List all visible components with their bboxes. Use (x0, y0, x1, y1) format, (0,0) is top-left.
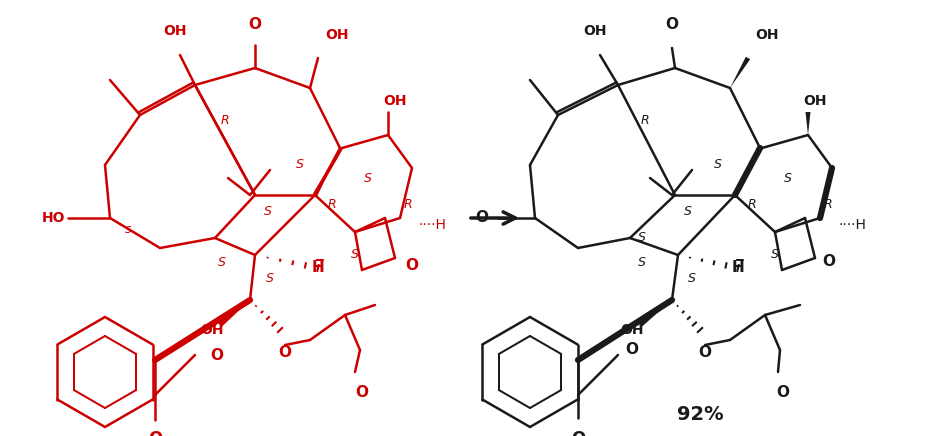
Polygon shape (730, 57, 750, 88)
Text: O: O (278, 345, 291, 360)
Text: S: S (771, 249, 779, 262)
Text: R: R (404, 198, 412, 211)
Polygon shape (219, 300, 250, 327)
Text: O: O (666, 17, 679, 32)
Text: H̅: H̅ (312, 260, 324, 276)
Text: O: O (776, 385, 789, 400)
Text: ····H: ····H (838, 218, 866, 232)
Text: S: S (684, 205, 692, 218)
Text: R: R (328, 198, 336, 211)
Text: S: S (714, 159, 722, 171)
Text: S: S (296, 159, 304, 171)
Text: OH: OH (163, 24, 187, 38)
Text: H̅: H̅ (732, 260, 745, 276)
Text: O: O (356, 385, 369, 400)
Text: S: S (638, 232, 646, 245)
Text: S: S (218, 255, 226, 269)
Text: O: O (249, 17, 262, 32)
Text: O: O (210, 347, 223, 362)
Text: S: S (638, 255, 646, 269)
Text: S: S (264, 205, 272, 218)
Text: O: O (405, 258, 418, 272)
Text: OH: OH (200, 323, 223, 337)
Text: O: O (698, 345, 711, 360)
Polygon shape (313, 148, 340, 196)
Text: R: R (221, 113, 229, 126)
Text: HO: HO (42, 211, 65, 225)
Text: OH: OH (620, 323, 643, 337)
Text: OH: OH (384, 94, 407, 108)
Text: S: S (364, 171, 372, 184)
Text: R: R (641, 113, 649, 126)
Polygon shape (805, 112, 811, 135)
Text: O: O (625, 343, 638, 358)
Text: R: R (824, 198, 832, 211)
Text: S: S (266, 272, 274, 285)
Text: OH: OH (803, 94, 827, 108)
Text: OH: OH (583, 24, 607, 38)
Text: S: S (784, 171, 792, 184)
Text: O: O (148, 430, 162, 436)
Text: ····H: ····H (418, 218, 446, 232)
Text: O: O (571, 430, 585, 436)
Text: R: R (748, 198, 756, 211)
Text: O: O (475, 211, 488, 225)
Polygon shape (639, 300, 672, 327)
Text: 92%: 92% (677, 405, 723, 425)
Text: OH: OH (755, 28, 778, 42)
Text: S: S (688, 272, 696, 285)
Text: s: s (125, 224, 131, 236)
Text: OH: OH (325, 28, 348, 42)
Text: S: S (351, 249, 359, 262)
Text: O: O (822, 255, 835, 269)
